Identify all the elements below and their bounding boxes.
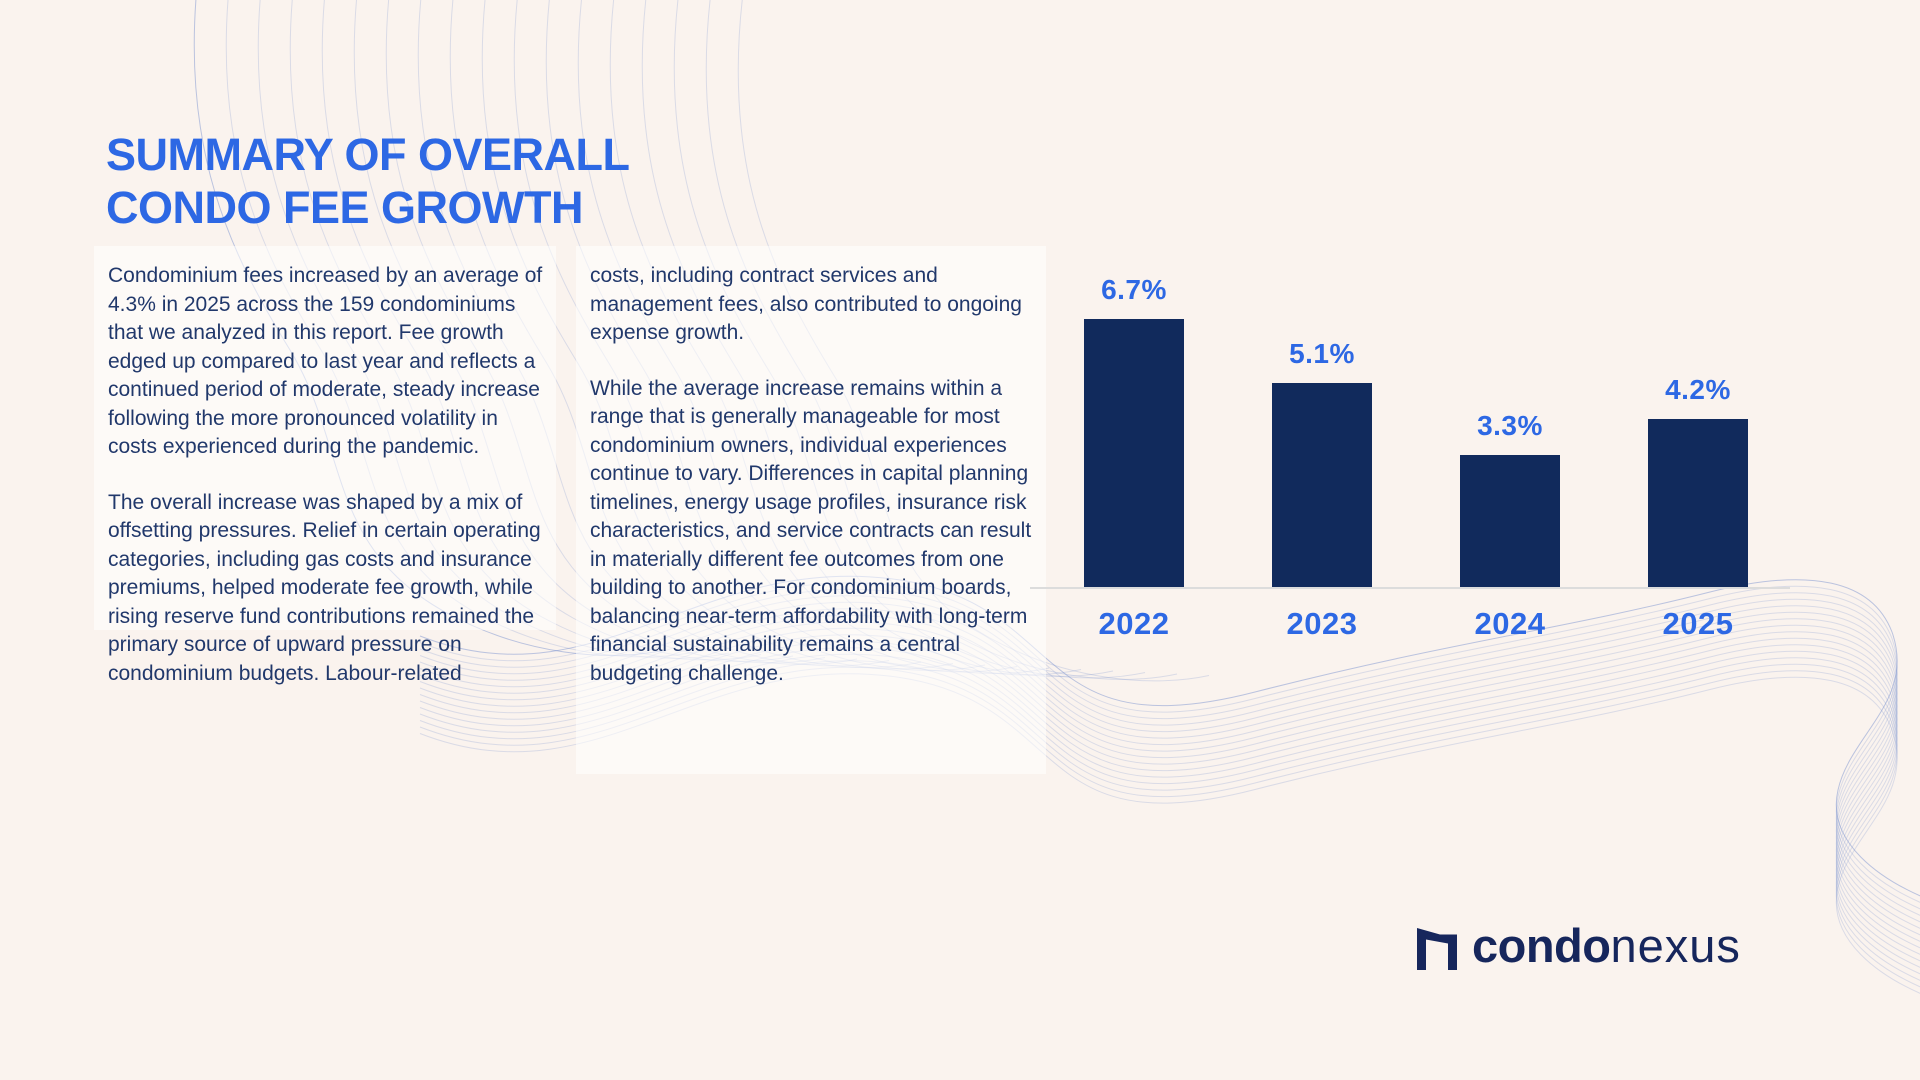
page-title-line1: SUMMARY OF OVERALL [106,129,630,181]
logo-text: condonexus [1472,920,1741,972]
bar [1648,419,1748,587]
body-column-2: costs, including contract services and m… [590,262,1038,688]
x-axis-label: 2023 [1286,606,1358,641]
chart-bar-group: 4.2% [1628,374,1768,587]
logo-text-light: nexus [1610,919,1741,972]
condo-fee-growth-chart: 6.7% 5.1% 3.3% 4.2% 2022 2023 2024 2025 [1030,230,1790,642]
chart-years: 2022 2023 2024 2025 [1030,606,1790,642]
bar-value-label: 5.1% [1289,338,1355,369]
page-title-line2: CONDO FEE GROWTH [106,182,583,234]
column1-panel [94,246,556,630]
bar-value-label: 6.7% [1101,274,1167,305]
bar-value-label: 4.2% [1665,374,1731,405]
x-axis-label: 2025 [1662,606,1734,641]
condonexus-logo: condonexus [1412,920,1741,972]
chart-bars: 6.7% 5.1% 3.3% 4.2% [1030,230,1790,587]
x-axis-label: 2024 [1474,606,1546,641]
paragraph: Condominium fees increased by an average… [108,264,543,458]
column2-panel [576,246,1046,774]
bar [1272,383,1372,587]
chart-bar-group: 5.1% [1252,338,1392,587]
chart-bar-group: 6.7% [1064,274,1204,587]
bar [1460,455,1560,587]
chart-x-axis-line [1030,587,1790,589]
page-title: SUMMARY OF OVERALL CONDO FEE GROWTH [106,128,630,234]
bar [1084,319,1184,587]
logo-text-bold: condo [1472,919,1611,972]
bar-value-label: 3.3% [1477,410,1543,441]
chart-bar-group: 3.3% [1440,410,1580,587]
paragraph: While the average increase remains withi… [590,376,1032,685]
body-column-1: Condominium fees increased by an average… [108,262,548,688]
paragraph: The overall increase was shaped by a mix… [108,490,541,685]
condonexus-logo-mark-icon [1417,928,1457,970]
paragraph: costs, including contract services and m… [590,264,1022,344]
x-axis-label: 2022 [1098,606,1170,641]
